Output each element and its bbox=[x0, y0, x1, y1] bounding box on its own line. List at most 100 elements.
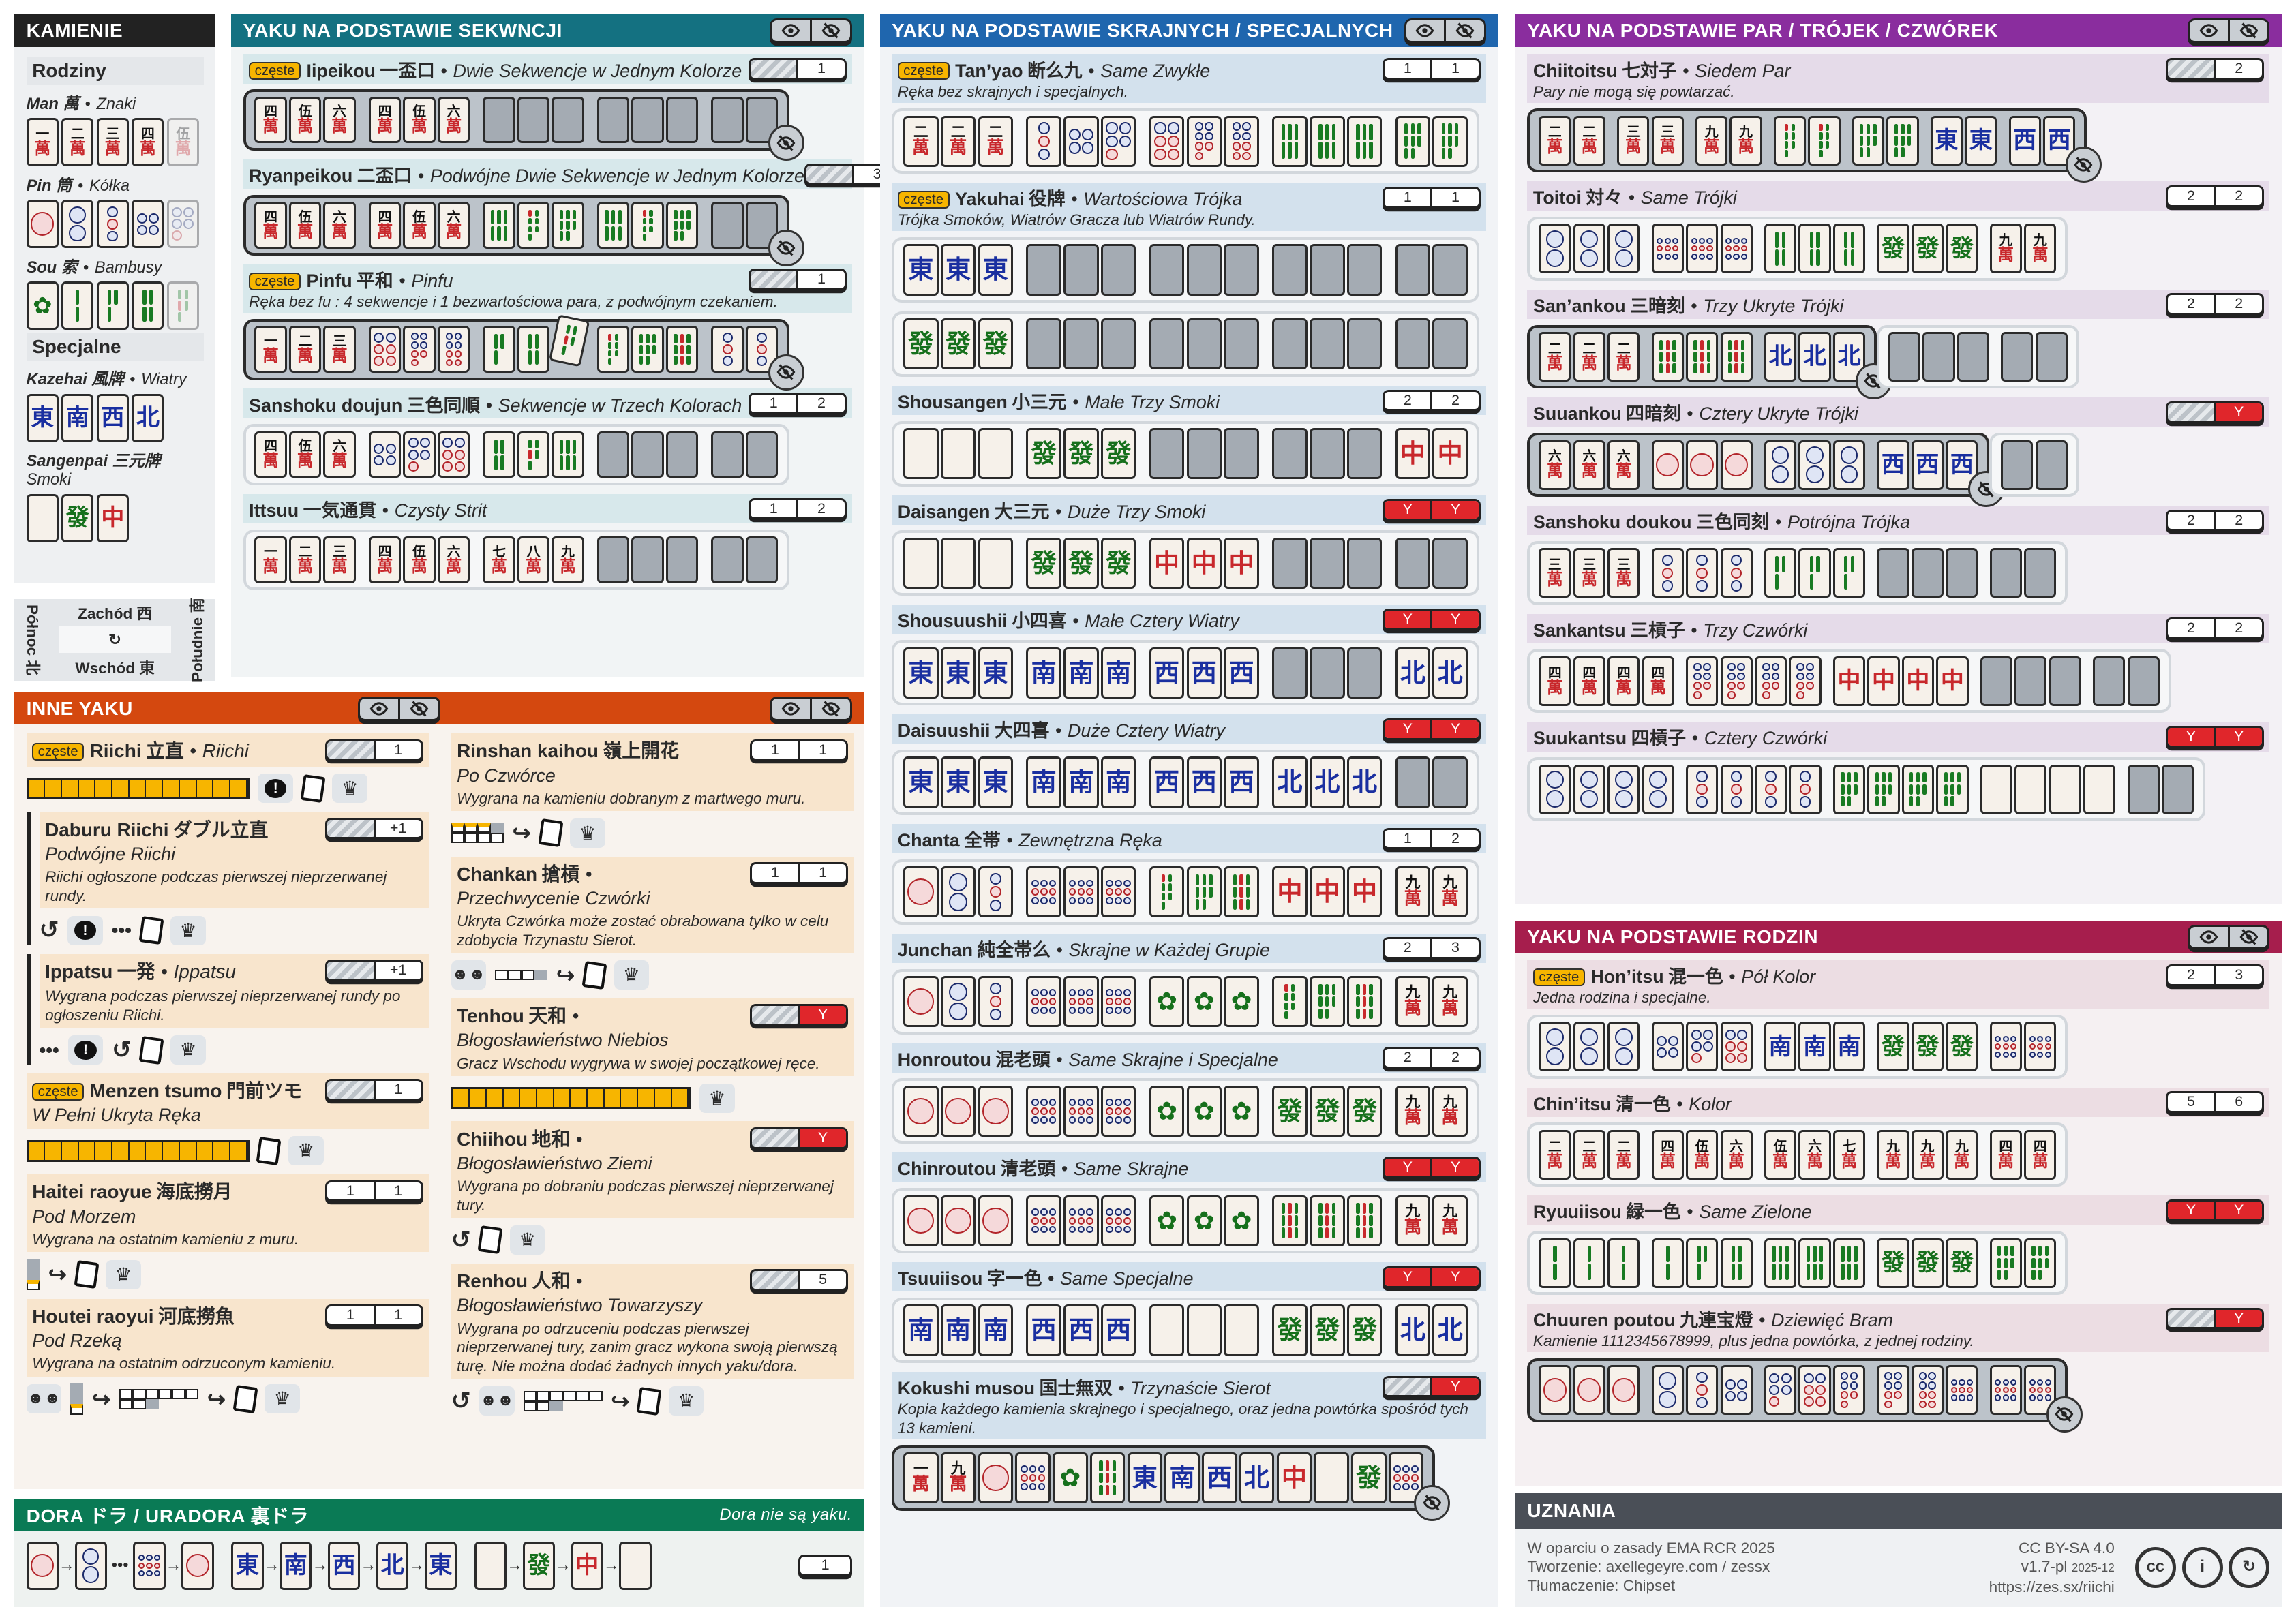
separator: • bbox=[1118, 1377, 1125, 1398]
yaku-item: Toitoi 対々 • Same Trójki 2 2 發發發九萬九萬 bbox=[1527, 181, 2270, 281]
tile-p3 bbox=[1686, 1365, 1719, 1416]
tile-group: 七萬八萬九萬 bbox=[483, 536, 584, 583]
tile-e: 東 bbox=[940, 756, 976, 808]
tile-m6: 六萬 bbox=[1539, 440, 1571, 490]
common-badge: częste bbox=[897, 62, 950, 80]
arrow-icon: ↪ bbox=[92, 1386, 111, 1411]
yaku-translation: Riichi bbox=[202, 740, 250, 762]
separator: • bbox=[85, 95, 91, 113]
han-closed-value: Y bbox=[1430, 611, 1479, 628]
tile-wd bbox=[940, 428, 976, 480]
yaku-title: Chuuren poutou 九連宝燈 • Dziewięć Bram bbox=[1533, 1305, 1893, 1332]
win-crown-icon: ♛ bbox=[668, 1386, 704, 1416]
yaku-item: Sankantsu 三槓子 • Trzy Czwórki 2 2 四萬四萬四萬四萬中中中中 bbox=[1527, 613, 2270, 714]
tile-p9 bbox=[1063, 866, 1099, 918]
yaku-title: Sankantsu 三槓子 • Trzy Czwórki bbox=[1533, 615, 1807, 642]
tile-s9 bbox=[1720, 331, 1753, 382]
riichi-call-icon: ! bbox=[67, 915, 103, 945]
hide-icon[interactable] bbox=[810, 698, 850, 719]
tile-p3 bbox=[711, 326, 744, 373]
han-open-value bbox=[2168, 403, 2214, 421]
yaku-info: Honroutou 混老頭 • Same Skrajne i Specjalne 2 2 bbox=[892, 1043, 1487, 1073]
separator: • bbox=[485, 395, 493, 416]
yaku-header: Junchan 純全帯么 • Skrajne w Każdej Grupie 2 3 bbox=[898, 935, 1481, 962]
yaku-header: Tenhou 天和 • Y bbox=[457, 1001, 848, 1028]
tile-g: 發 bbox=[1272, 1085, 1308, 1137]
tile-group bbox=[1877, 1365, 1978, 1416]
tile-group: ✿ ✿ ✿ bbox=[1149, 1195, 1259, 1246]
show-icon[interactable] bbox=[1406, 20, 1445, 41]
yaku-description: Ukryta Czwórka może zostać obrabowana ty… bbox=[457, 913, 829, 949]
tile-p9 bbox=[1989, 1365, 2022, 1416]
arrow-icon: ↪ bbox=[556, 962, 575, 988]
tile-p9 bbox=[133, 1541, 166, 1590]
hide-icon[interactable] bbox=[1444, 20, 1484, 42]
tile-m2: 二萬 bbox=[903, 115, 939, 167]
yaku-translation: Same Trójki bbox=[1640, 187, 1737, 209]
yaku-name: Kokushi musou bbox=[897, 1377, 1036, 1398]
yaku-info: Daburu Riichi ダブル立直 +1 Podwójne Riichi Riich… bbox=[39, 812, 429, 909]
tile-group: 北北 bbox=[1395, 1304, 1468, 1356]
han-open-value: 2 bbox=[1403, 391, 1412, 408]
tile-group: 一萬九萬 ✿ 東南西北中發 bbox=[903, 1452, 1424, 1504]
han-open-value: Y bbox=[2168, 1202, 2214, 1219]
wall-icon bbox=[26, 1259, 40, 1290]
hide-icon[interactable] bbox=[810, 20, 850, 42]
tile-group: 西西西 bbox=[1149, 647, 1259, 699]
tile-s8 bbox=[1852, 115, 1885, 166]
tile-m2: 二萬 bbox=[288, 536, 322, 583]
yaku-item: Suukantsu 四槓子 • Cztery Czwórki Y Y bbox=[1527, 722, 2270, 821]
show-icon[interactable] bbox=[772, 20, 810, 41]
yaku-title: Sanshoku doukou 三色同刻 • Potrójna Trójka bbox=[1533, 507, 1910, 534]
closed-hand-segment: 四萬伍萬六萬四萬伍萬六萬 bbox=[243, 89, 804, 162]
suit-tiles bbox=[26, 200, 204, 249]
yaku-translation: Same Zwykłe bbox=[1100, 60, 1211, 81]
tile-m9: 九萬 bbox=[1729, 115, 1762, 166]
yaku-description: Wygrana na ostatnim kamieniu z muru. bbox=[32, 1230, 299, 1248]
tile-placeholder bbox=[2049, 656, 2081, 706]
hide-icon[interactable] bbox=[398, 698, 438, 719]
hide-icon[interactable] bbox=[2227, 926, 2268, 947]
tile-m5: 伍萬 bbox=[288, 96, 322, 144]
tile-s6 bbox=[483, 202, 515, 249]
tile-p4 bbox=[1651, 1022, 1684, 1072]
hide-icon[interactable] bbox=[2227, 20, 2268, 42]
tile-s8 bbox=[1989, 1238, 2022, 1288]
compass-west: Zachód 西 bbox=[58, 598, 172, 627]
yaku-name: Chuuren poutou bbox=[1532, 1310, 1676, 1331]
yaku-translation: Same Zielone bbox=[1699, 1202, 1812, 1223]
han-open-value bbox=[806, 165, 853, 183]
han-closed-value: 1 bbox=[798, 741, 845, 759]
yaku-info: Chuuren poutou 九連宝燈 • Dziewięć Bram Y Kamieni… bbox=[1527, 1303, 2270, 1353]
tile-p1 bbox=[903, 975, 939, 1028]
separator: • bbox=[82, 258, 89, 277]
tile-placeholder bbox=[1149, 428, 1185, 480]
show-icon[interactable] bbox=[772, 699, 810, 719]
han-value-box: 1 bbox=[325, 739, 423, 761]
tile-group: 北北 bbox=[1395, 647, 1468, 699]
show-icon[interactable] bbox=[360, 699, 398, 719]
yaku-japanese-name: 断么九 bbox=[1027, 60, 1083, 81]
tile-placeholder bbox=[1063, 318, 1099, 370]
show-icon[interactable] bbox=[2190, 20, 2228, 41]
tile-s7 bbox=[1773, 115, 1807, 166]
common-badge: częste bbox=[249, 273, 301, 291]
show-icon[interactable] bbox=[2190, 927, 2228, 947]
tile-s9 bbox=[1686, 331, 1719, 382]
tile-s: 南 bbox=[1100, 756, 1136, 808]
credit-line[interactable]: Tworzenie: axellegeyre.com / zessx bbox=[1527, 1558, 1770, 1576]
other-yaku-item: Houtei raoyui 河底撈魚 1 1 Pod Rzeką Wygrana na o… bbox=[26, 1298, 429, 1415]
source-url-link[interactable]: https://zes.sx/riichi bbox=[1989, 1578, 2115, 1596]
common-badge: częste bbox=[32, 1083, 85, 1101]
separator: • bbox=[440, 60, 447, 81]
yaku-japanese-name: 二盃口 bbox=[357, 165, 412, 186]
visibility-toggle bbox=[770, 696, 853, 721]
separator: • bbox=[130, 371, 136, 389]
tile-wd bbox=[1186, 1304, 1222, 1356]
tile-placeholder bbox=[1100, 318, 1136, 370]
concealed-eye-slash-icon bbox=[768, 354, 804, 391]
tile-group: 南南南 bbox=[1026, 647, 1136, 699]
visibility-toggle bbox=[770, 18, 853, 44]
tile-w: 西 bbox=[96, 393, 129, 442]
tile-group: 發發發 bbox=[1026, 428, 1136, 480]
